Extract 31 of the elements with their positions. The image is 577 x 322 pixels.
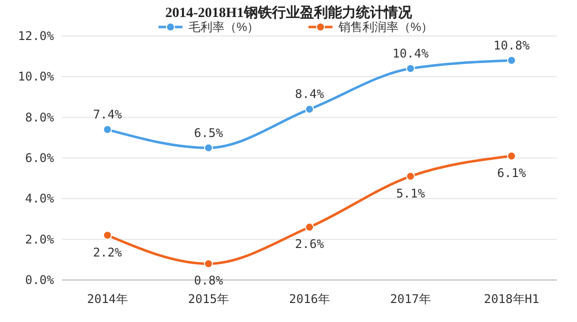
point — [204, 259, 213, 268]
point — [305, 104, 314, 114]
data-label: 5.1% — [396, 186, 426, 200]
x-tick-label: 2016年 — [289, 292, 330, 306]
data-label: 10.4% — [392, 46, 430, 61]
x-tick-label: 2015年 — [188, 292, 229, 306]
chart-title: 2014-2018H1钢铁行业盈利能力统计情况 — [165, 4, 413, 21]
data-label: 7.4% — [93, 108, 123, 122]
data-label: 6.5% — [194, 126, 224, 140]
y-tick-label: 4.0% — [25, 192, 55, 206]
x-tick-label: 2017年 — [390, 292, 431, 306]
data-label: 10.8% — [493, 38, 530, 52]
y-tick-label: 0.0% — [25, 273, 55, 287]
data-label: 2.2% — [93, 245, 123, 260]
point — [305, 222, 314, 232]
y-tick-label: 8.0% — [25, 110, 55, 124]
y-tick-label: 6.0% — [25, 151, 55, 165]
data-label: 8.4% — [295, 87, 325, 102]
data-label: 0.8% — [194, 274, 224, 288]
y-tick-label: 2.0% — [25, 232, 55, 246]
x-tick-label: 2014年 — [87, 292, 128, 306]
point — [102, 230, 112, 240]
data-label: 6.1% — [497, 166, 527, 180]
point — [204, 143, 213, 152]
y-tick-label: 10.0% — [18, 70, 55, 84]
legend-label: 销售利润率（%） — [338, 20, 434, 34]
x-tick-label: 2018年H1 — [484, 292, 540, 306]
y-tick-label: 12.0% — [18, 29, 55, 43]
legend-label: 毛利率（%） — [188, 20, 260, 34]
point — [406, 172, 416, 181]
data-label: 2.6% — [295, 237, 325, 252]
